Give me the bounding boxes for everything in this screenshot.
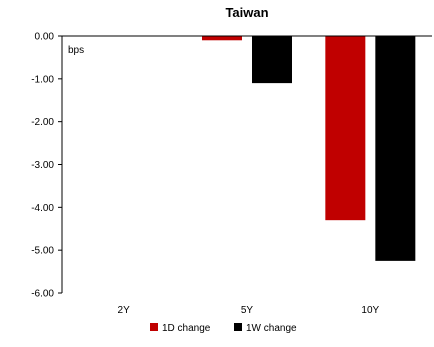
x-tick-label-2y: 2Y [118,305,131,316]
x-tick-label-10y: 10Y [361,305,379,316]
legend-label-1w-change: 1W change [246,323,297,334]
y-tick-label: -6.00 [31,289,54,300]
y-tick-label: -3.00 [31,160,54,171]
legend-swatch-1w-change [234,323,242,331]
bar-5y-1d-change [202,36,242,41]
y-tick-label: -5.00 [31,246,54,257]
bar-5y-1w-change [252,36,292,84]
legend: 1D change 1W change [150,323,297,334]
bars-layer [202,36,416,261]
y-tick-label: -1.00 [31,74,54,85]
chart-title: Taiwan [225,5,268,20]
y-tick-label: -2.00 [31,117,54,128]
bar-10y-1w-change [375,36,416,261]
y-axis-label: bps [68,45,84,56]
legend-swatch-1d-change [150,323,158,331]
y-tick-label: -4.00 [31,203,54,214]
axes-layer [58,35,432,294]
y-tick-labels: 0.00 -1.00 -2.00 -3.00 -4.00 -5.00 -6.00 [31,32,54,300]
x-tick-label-5y: 5Y [241,305,254,316]
legend-label-1d-change: 1D change [162,323,211,334]
bar-10y-1d-change [325,36,366,221]
y-tick-label: 0.00 [35,32,55,43]
x-tick-labels: 2Y 5Y 10Y [118,305,380,316]
